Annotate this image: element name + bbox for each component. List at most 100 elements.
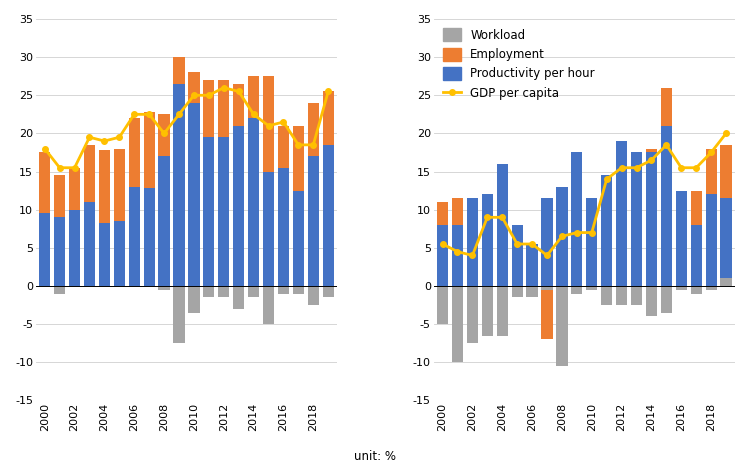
Bar	[482, 194, 493, 286]
Bar	[616, 286, 627, 305]
Bar	[188, 73, 200, 103]
Bar	[263, 76, 274, 172]
Bar	[278, 168, 289, 286]
Bar	[542, 198, 553, 286]
Bar	[437, 286, 448, 324]
Bar	[661, 286, 672, 312]
Bar	[572, 153, 583, 286]
Bar	[526, 244, 538, 286]
Bar	[322, 145, 334, 286]
Bar	[452, 198, 463, 225]
Bar	[233, 84, 244, 126]
Bar	[496, 286, 508, 336]
Bar	[526, 286, 538, 298]
Bar	[69, 168, 80, 210]
Bar	[84, 202, 95, 286]
Bar	[69, 210, 80, 286]
Bar	[437, 225, 448, 286]
Bar	[452, 286, 463, 362]
Bar	[54, 286, 65, 293]
Bar	[218, 286, 229, 298]
Bar	[556, 286, 568, 366]
Bar	[114, 149, 125, 221]
Bar	[39, 213, 50, 286]
Bar	[706, 286, 717, 290]
Bar	[292, 191, 304, 286]
Bar	[99, 223, 110, 286]
Text: unit: %: unit: %	[354, 450, 396, 463]
Bar	[114, 221, 125, 286]
Bar	[129, 118, 140, 187]
Bar	[721, 145, 732, 198]
Bar	[322, 92, 334, 145]
Bar	[466, 286, 478, 343]
Bar	[263, 172, 274, 286]
Bar	[466, 286, 478, 301]
Bar	[706, 149, 717, 194]
Bar	[143, 188, 154, 286]
Bar	[173, 286, 184, 343]
Bar	[437, 202, 448, 225]
Bar	[601, 286, 612, 305]
Bar	[586, 198, 597, 286]
Bar	[721, 198, 732, 286]
Bar	[542, 286, 553, 339]
Bar	[496, 164, 508, 286]
Bar	[99, 150, 110, 223]
Bar	[452, 225, 463, 286]
Bar	[676, 191, 687, 286]
Bar	[248, 118, 259, 286]
Bar	[556, 286, 568, 351]
Legend: Workload, Employment, Productivity per hour, GDP per capita: Workload, Employment, Productivity per h…	[440, 25, 598, 103]
Bar	[322, 286, 334, 298]
Bar	[84, 145, 95, 202]
Bar	[676, 286, 687, 290]
Bar	[466, 198, 478, 286]
Bar	[158, 156, 170, 286]
Bar	[631, 153, 642, 286]
Bar	[691, 191, 702, 225]
Bar	[129, 187, 140, 286]
Bar	[308, 156, 319, 286]
Bar	[233, 126, 244, 286]
Bar	[526, 286, 538, 298]
Bar	[308, 103, 319, 156]
Bar	[706, 194, 717, 286]
Bar	[631, 286, 642, 305]
Bar	[218, 137, 229, 286]
Bar	[691, 286, 702, 293]
Bar	[482, 286, 493, 336]
Bar	[586, 286, 597, 290]
Bar	[601, 175, 612, 286]
Bar	[218, 80, 229, 137]
Bar	[278, 286, 289, 293]
Bar	[263, 286, 274, 324]
Bar	[721, 279, 732, 286]
Bar	[661, 126, 672, 286]
Bar	[158, 114, 170, 156]
Bar	[646, 153, 657, 286]
Bar	[646, 286, 657, 317]
Bar	[203, 137, 214, 286]
Bar	[54, 175, 65, 217]
Bar	[143, 112, 154, 188]
Bar	[188, 103, 200, 286]
Bar	[39, 153, 50, 213]
Bar	[188, 286, 200, 312]
Bar	[158, 286, 170, 290]
Bar	[691, 225, 702, 286]
Bar	[203, 286, 214, 298]
Bar	[292, 126, 304, 191]
Bar	[646, 149, 657, 153]
Bar	[616, 141, 627, 286]
Bar	[512, 225, 523, 286]
Bar	[556, 187, 568, 286]
Bar	[173, 84, 184, 286]
Bar	[512, 286, 523, 298]
Bar	[572, 286, 583, 293]
Bar	[203, 80, 214, 137]
Bar	[173, 57, 184, 84]
Bar	[292, 286, 304, 293]
Bar	[542, 286, 553, 290]
Bar	[248, 76, 259, 118]
